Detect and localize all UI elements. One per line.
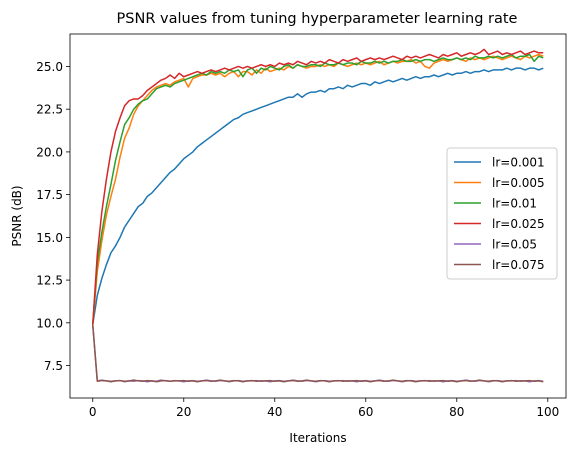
x-axis: 0 20 40 60 80 100	[89, 398, 559, 419]
x-tick-label: 60	[358, 405, 373, 419]
x-tick-label: 0	[89, 405, 97, 419]
series-line-4	[92, 324, 544, 383]
chart-title: PSNR values from tuning hyperparameter l…	[117, 11, 518, 27]
series-line-2	[92, 53, 544, 325]
legend-label-4: lr=0.05	[492, 238, 537, 252]
legend-box	[446, 147, 558, 280]
legend-label-5: lr=0.075	[492, 258, 545, 272]
y-tick-label: 7.5	[44, 359, 63, 373]
legend-label-1: lr=0.005	[492, 176, 545, 190]
series-line-5	[92, 324, 544, 383]
y-tick-label: 10.0	[36, 316, 63, 330]
y-tick-label: 17.5	[36, 188, 63, 202]
y-tick-label: 12.5	[36, 274, 63, 288]
legend-label-3: lr=0.025	[492, 217, 545, 231]
y-tick-label: 25.0	[36, 60, 63, 74]
x-tick-label: 80	[449, 405, 464, 419]
plot-frame	[69, 33, 567, 399]
y-tick-label: 15.0	[36, 231, 63, 245]
series-line-0	[92, 67, 544, 325]
x-axis-label: Iterations	[289, 431, 346, 445]
legend-label-2: lr=0.01	[492, 197, 537, 211]
y-tick-label: 20.0	[36, 145, 63, 159]
x-tick-label: 40	[267, 405, 282, 419]
series-line-3	[92, 48, 544, 325]
legend: lr=0.001 lr=0.005 lr=0.01 lr=0.025 lr=0.05 lr…	[446, 147, 558, 280]
x-tick-label: 100	[536, 405, 559, 419]
plot-area	[92, 48, 544, 383]
y-axis-label: PSNR (dB)	[10, 185, 24, 246]
legend-label-0: lr=0.001	[492, 156, 545, 170]
y-axis: 7.5 10.0 12.5 15.0 17.5 20.0 22.5 25.0	[36, 60, 70, 373]
x-tick-label: 20	[176, 405, 191, 419]
y-tick-label: 22.5	[36, 103, 63, 117]
